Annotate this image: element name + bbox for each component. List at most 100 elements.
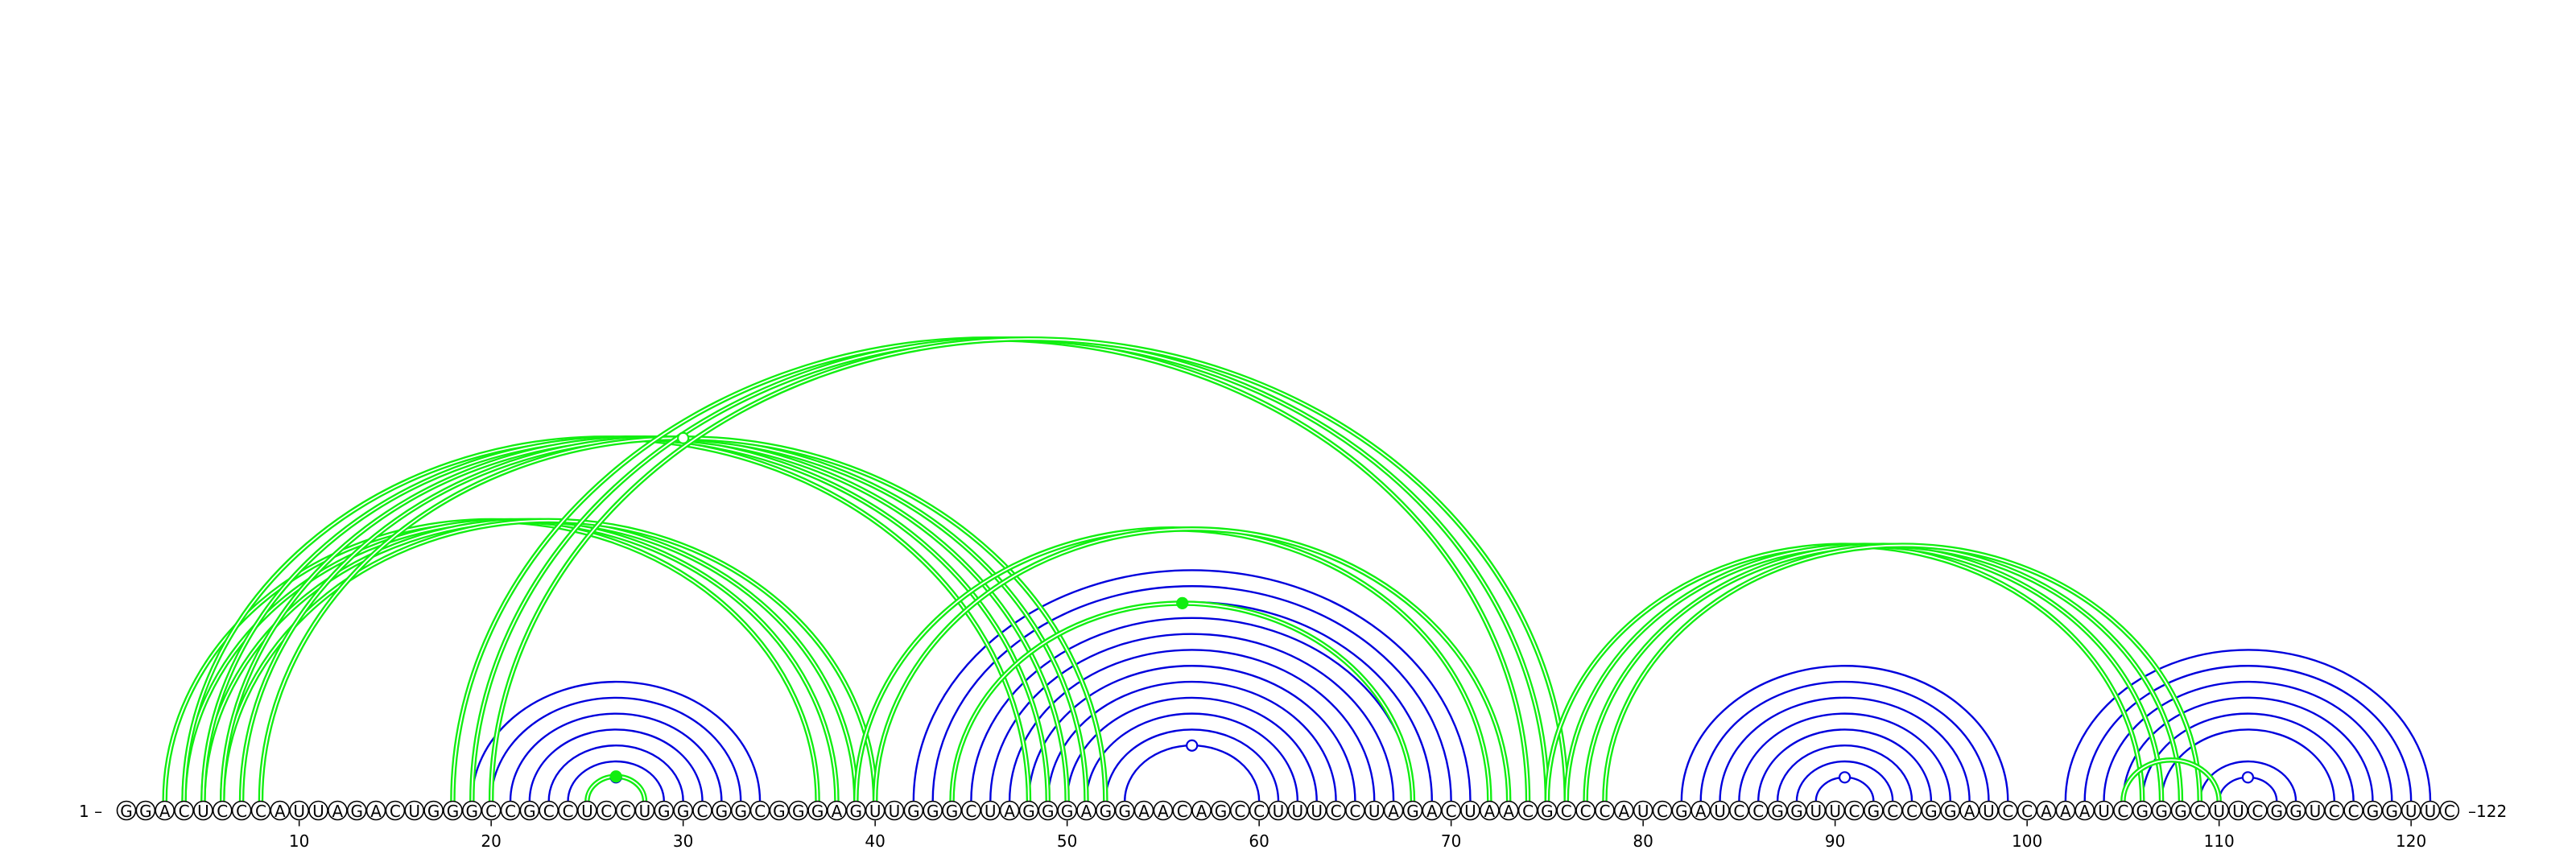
- nucleotide-109: C: [2190, 800, 2211, 821]
- nucleotide-circle: [1652, 800, 1673, 821]
- nucleotide-letter: G: [1406, 802, 1419, 821]
- nucleotide-letter: G: [1925, 802, 1938, 821]
- nucleotide-letter: C: [2252, 802, 2263, 821]
- tick-label-30: 30: [673, 831, 693, 851]
- nucleotide-letter: A: [1695, 802, 1707, 821]
- nucleotide-circle: [2074, 800, 2095, 821]
- nucleotide-letter: A: [1388, 802, 1399, 821]
- pair-arc-109-114: [2198, 760, 2297, 802]
- nucleotide-letter: C: [179, 802, 190, 821]
- nucleotide-68: G: [1402, 800, 1423, 821]
- nucleotide-letter: U: [1292, 802, 1304, 821]
- pair-arc-52-61: [1104, 728, 1280, 802]
- nucleotide-60: C: [1249, 800, 1269, 821]
- nucleotide-letter: U: [1368, 802, 1381, 821]
- nucleotide-12: A: [328, 800, 348, 821]
- nucleotide-circle: [2113, 800, 2133, 821]
- nucleotide-52: G: [1096, 800, 1116, 821]
- pair-arc-84-97: [1719, 696, 1971, 802]
- nucleotide-31: C: [692, 800, 712, 821]
- nucleotide-letter: C: [390, 802, 401, 821]
- nucleotide-letter: G: [658, 802, 671, 821]
- nucleotide-letter: G: [1771, 802, 1784, 821]
- nucleotide-circle: [346, 800, 367, 821]
- filled-marker-44-68: [1176, 596, 1189, 609]
- nucleotide-letter: C: [697, 802, 708, 821]
- nucleotide-79: A: [1614, 800, 1634, 821]
- nucleotide-letter: U: [2098, 802, 2110, 821]
- nucleotide-circle: [961, 800, 981, 821]
- sequence-start-label: 1 –: [79, 802, 102, 821]
- nucleotide-3: A: [155, 800, 175, 821]
- nucleotide-28: U: [634, 800, 655, 821]
- nucleotide-letter: U: [2405, 802, 2417, 821]
- nucleotide-43: G: [923, 800, 943, 821]
- pair-arc-inner-6-40: [221, 519, 877, 802]
- nucleotide-letter: G: [1022, 802, 1035, 821]
- nucleotide-letter: U: [1714, 802, 1726, 821]
- nucleotide-letter: U: [639, 802, 651, 821]
- nucleotide-41: U: [884, 800, 905, 821]
- nucleotide-44: G: [942, 800, 962, 821]
- nucleotide-circle: [1575, 800, 1596, 821]
- nucleotide-circle: [250, 800, 271, 821]
- nucleotide-letter: G: [1100, 802, 1113, 821]
- nucleotide-letter: G: [2155, 802, 2168, 821]
- nucleotide-letter: C: [2194, 802, 2206, 821]
- nucleotide-circle: [1825, 800, 1845, 821]
- nucleotide-39: G: [846, 800, 866, 821]
- nucleotide-97: A: [1959, 800, 1979, 821]
- pair-arc-103-120: [2083, 665, 2413, 802]
- nucleotide-circle: [1864, 800, 1884, 821]
- nucleotide-circle: [519, 800, 540, 821]
- pair-arc-21-32: [509, 712, 723, 802]
- nucleotide-13: G: [346, 800, 367, 821]
- nucleotide-circle: [1460, 800, 1480, 821]
- nucleotide-circle: [1786, 800, 1807, 821]
- nucleotide-37: G: [807, 800, 828, 821]
- nucleotide-letter: C: [965, 802, 976, 821]
- nucleotide-letter: U: [2310, 802, 2322, 821]
- pair-arc-83-98: [1699, 680, 1990, 802]
- pair-arc-44-69: [951, 600, 1433, 802]
- nucleotide-circle: [788, 800, 809, 821]
- nucleotide-circle: [423, 800, 444, 821]
- pair-arc-inner-78-109: [1604, 544, 2201, 802]
- hollow-marker-42-71: [1186, 739, 1199, 752]
- nucleotide-letter: C: [1887, 802, 1898, 821]
- nucleotide-circle: [461, 800, 482, 821]
- pair-arc-75-106: [1544, 542, 2145, 802]
- nucleotide-118: G: [2363, 800, 2383, 821]
- nucleotide-circle: [1767, 800, 1788, 821]
- tick-label-110: 110: [2204, 831, 2235, 851]
- nucleotide-circle: [1038, 800, 1059, 821]
- nucleotide-circle: [2151, 800, 2172, 821]
- nucleotide-circle: [846, 800, 866, 821]
- nucleotide-letter: G: [1215, 802, 1228, 821]
- nucleotide-18: G: [443, 800, 463, 821]
- nucleotide-circle: [1517, 800, 1538, 821]
- nucleotide-50: G: [1057, 800, 1077, 821]
- nucleotide-88: G: [1786, 800, 1807, 821]
- nucleotide-circle: [2266, 800, 2287, 821]
- nucleotide-letter: G: [734, 802, 747, 821]
- nucleotide-circle: [2248, 800, 2268, 821]
- nucleotide-letter: G: [1675, 802, 1688, 821]
- nucleotide-letter: G: [523, 802, 536, 821]
- nucleotide-17: G: [423, 800, 444, 821]
- nucleotide-circle: [1498, 800, 1519, 821]
- nucleotide-122: C: [2439, 800, 2460, 821]
- pair-arc-46-67: [989, 633, 1395, 802]
- nucleotide-letter: U: [2213, 802, 2225, 821]
- nucleotide-54: A: [1133, 800, 1154, 821]
- nucleotide-letter: C: [1733, 802, 1744, 821]
- nucleotide-circle: [712, 800, 732, 821]
- nucleotide-42: G: [903, 800, 924, 821]
- nucleotide-letter: U: [1983, 802, 1995, 821]
- tick-label-40: 40: [865, 831, 885, 851]
- nucleotide-circle: [654, 800, 675, 821]
- nucleotide-circle: [2285, 800, 2306, 821]
- nucleotide-letter: G: [2136, 802, 2149, 821]
- nucleotide-53: G: [1114, 800, 1135, 821]
